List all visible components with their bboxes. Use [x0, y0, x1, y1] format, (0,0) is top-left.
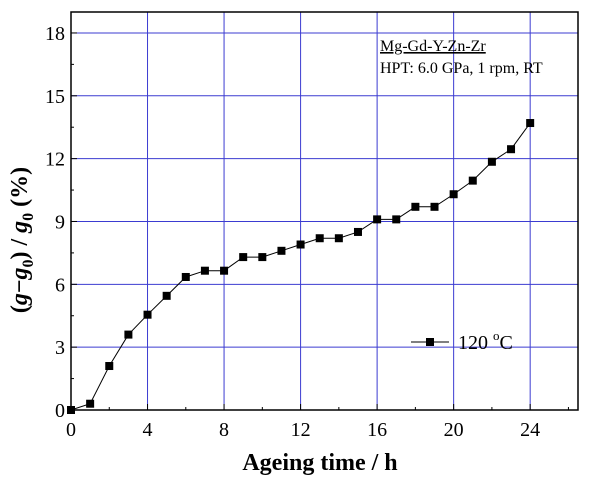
data-point — [315, 234, 324, 243]
data-point — [258, 253, 267, 262]
legend: 120 oC — [411, 328, 513, 354]
x-tick-label: 0 — [66, 419, 76, 441]
data-point — [392, 215, 401, 224]
y-tick-label: 9 — [55, 211, 65, 233]
data-point — [507, 145, 516, 154]
data-point — [277, 246, 286, 255]
data-point — [105, 362, 114, 371]
x-tick-label: 12 — [291, 419, 311, 441]
legend-unit: C — [500, 332, 513, 354]
data-point — [86, 399, 95, 408]
annotation-process: HPT: 6.0 GPa, 1 rpm, RT — [380, 60, 543, 77]
y-axis-title-part: 0 — [20, 259, 37, 267]
x-tick-label: 8 — [219, 419, 229, 441]
data-point — [162, 291, 171, 300]
x-axis-title: Ageing time / h — [242, 450, 397, 476]
legend-label: 120 oC — [458, 328, 513, 354]
data-point — [468, 176, 477, 185]
x-tick-label: 16 — [367, 419, 387, 441]
data-point — [430, 202, 439, 211]
data-point — [296, 240, 305, 249]
y-axis-title-part: ( — [7, 305, 33, 313]
data-point — [239, 253, 248, 262]
x-tick-labels: 0 4 8 12 16 20 24 — [66, 419, 540, 441]
y-tick-label: 0 — [55, 400, 65, 422]
annotation-box: Mg-Gd-Y-Zn-Zr HPT: 6.0 GPa, 1 rpm, RT — [380, 38, 543, 77]
x-tick-label: 24 — [520, 419, 540, 441]
y-tick-label: 3 — [55, 337, 65, 359]
x-tick-label: 20 — [444, 419, 464, 441]
data-point — [334, 234, 343, 243]
data-point — [411, 202, 420, 211]
data-point — [353, 227, 362, 236]
legend-marker — [426, 338, 434, 346]
y-axis-title-part: − — [7, 279, 33, 293]
data-point — [487, 157, 496, 166]
y-tick-label: 6 — [55, 274, 65, 296]
y-tick-label: 18 — [45, 23, 65, 45]
plot-frame — [70, 11, 579, 411]
data-point — [200, 266, 209, 275]
y-axis-title-part: g — [7, 221, 33, 234]
data-point — [181, 272, 190, 281]
y-axis-title-part: (%) — [7, 167, 33, 213]
y-axis-title-part: g — [7, 293, 33, 306]
data-point — [124, 330, 133, 339]
legend-degree: o — [493, 328, 500, 343]
data-point — [526, 119, 535, 128]
y-axis-title: (g−g0) / g0 (%) — [7, 167, 37, 313]
y-tick-label: 15 — [45, 86, 65, 108]
data-series — [67, 119, 535, 414]
data-point — [373, 215, 382, 224]
data-point — [143, 310, 152, 319]
y-axis-title-part: 0 — [20, 213, 37, 221]
legend-temp: 120 — [458, 332, 493, 354]
data-point — [449, 190, 458, 199]
y-tick-labels: 0 3 6 9 12 15 18 — [45, 23, 65, 422]
y-axis-title-part: ) / — [7, 233, 33, 260]
x-tick-label: 4 — [143, 419, 153, 441]
y-axis-title-part: g — [7, 267, 33, 280]
annotation-alloy: Mg-Gd-Y-Zn-Zr — [380, 38, 486, 55]
data-point — [220, 266, 229, 275]
y-tick-label: 12 — [45, 149, 65, 171]
